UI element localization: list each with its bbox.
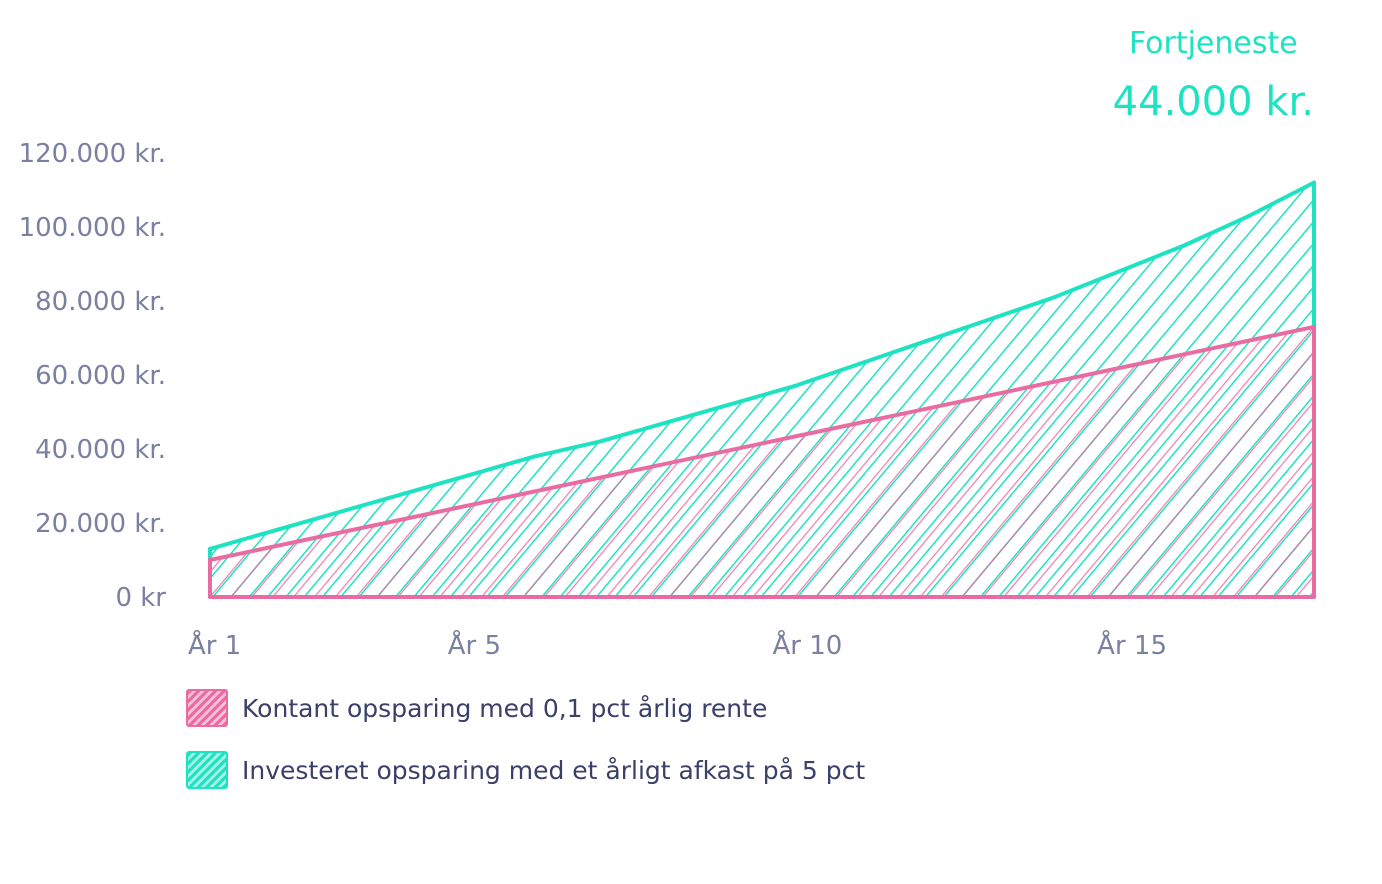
invested-point bbox=[1182, 243, 1187, 248]
invested-point bbox=[208, 546, 212, 551]
x-tick-label: År 1 bbox=[188, 629, 241, 661]
y-tick-label: 20.000 kr. bbox=[35, 509, 166, 539]
invested-point bbox=[727, 402, 732, 407]
y-tick-label: 40.000 kr. bbox=[35, 435, 166, 465]
invested-point bbox=[402, 491, 407, 496]
legend-swatch-invested bbox=[186, 751, 228, 789]
legend-item-cash: Kontant opsparing med 0,1 pct årlig rent… bbox=[186, 688, 865, 728]
y-tick-label: 80.000 kr. bbox=[35, 287, 166, 317]
y-tick-label: 100.000 kr. bbox=[19, 213, 166, 243]
legend-label-cash: Kontant opsparing med 0,1 pct årlig rent… bbox=[242, 693, 768, 723]
invested-point bbox=[1247, 213, 1252, 218]
series-layer bbox=[208, 180, 1316, 599]
y-axis-ticks: 0 kr 20.000 kr. 40.000 kr. 60.000 kr. 80.000… bbox=[19, 139, 167, 613]
y-tick-label: 0 kr bbox=[115, 583, 166, 613]
invested-point bbox=[272, 528, 277, 533]
invested-point bbox=[792, 384, 797, 389]
profit-label: Fortjeneste bbox=[1128, 26, 1298, 61]
legend: Kontant opsparing med 0,1 pct årlig rent… bbox=[186, 688, 865, 812]
invested-point bbox=[1312, 180, 1316, 185]
invested-point bbox=[532, 454, 537, 459]
x-tick-label: År 15 bbox=[1097, 629, 1167, 661]
legend-label-invested: Investeret opsparing med et årligt afkas… bbox=[242, 755, 866, 785]
invested-point bbox=[922, 339, 927, 344]
y-tick-label: 60.000 kr. bbox=[35, 361, 166, 391]
legend-item-invested: Investeret opsparing med et årligt afkas… bbox=[186, 750, 865, 790]
invested-point bbox=[467, 472, 472, 477]
invested-point bbox=[597, 439, 602, 444]
invested-point bbox=[857, 361, 862, 366]
invested-point bbox=[987, 317, 992, 322]
x-axis-ticks: År 1 År 5 År 10 År 15 bbox=[188, 629, 1167, 661]
profit-callout: Fortjeneste 44.000 kr. bbox=[1113, 26, 1314, 125]
cash-point bbox=[208, 558, 212, 562]
invested-point bbox=[1052, 295, 1057, 300]
x-tick-label: År 5 bbox=[448, 629, 501, 661]
invested-point bbox=[337, 509, 342, 514]
y-tick-label: 120.000 kr. bbox=[19, 139, 166, 169]
invested-point bbox=[662, 421, 667, 426]
series-area-cash bbox=[208, 324, 1316, 599]
profit-value: 44.000 kr. bbox=[1112, 79, 1314, 125]
invested-point bbox=[1117, 269, 1122, 274]
legend-swatch-cash bbox=[186, 689, 228, 727]
x-tick-label: År 10 bbox=[772, 629, 842, 661]
cash-point bbox=[1312, 324, 1316, 329]
